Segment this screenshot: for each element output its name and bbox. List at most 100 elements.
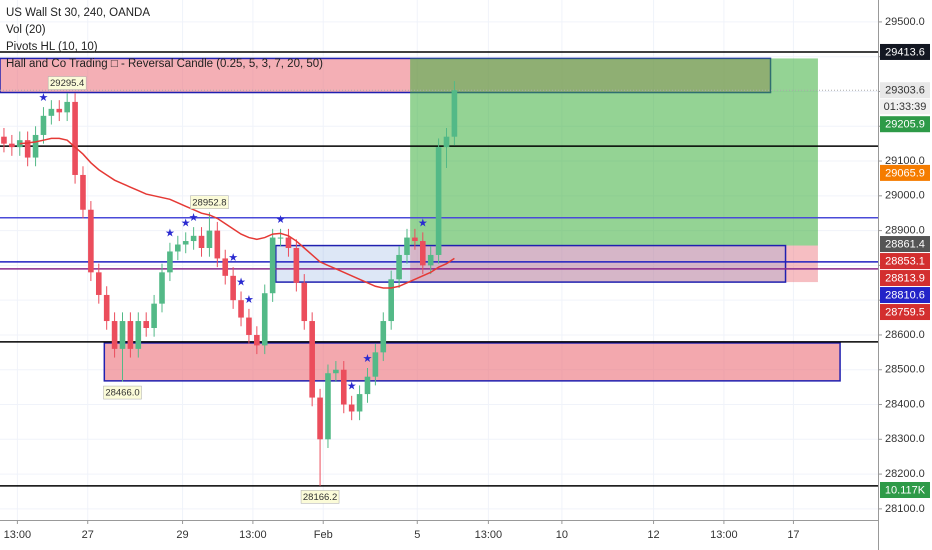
price-label-box — [880, 116, 930, 133]
x-tick-label: 27 — [82, 529, 94, 541]
y-tick-label: 28300.0 — [885, 433, 925, 445]
x-tick-label: 12 — [647, 529, 659, 541]
candle-body — [293, 248, 300, 283]
volume-label: 10.117K — [885, 484, 926, 496]
axes: 28100.0 28200.0 28300.0 28400.0 28500.0 28600… — [4, 16, 930, 541]
candle-body — [404, 237, 410, 255]
price-label-box — [880, 82, 930, 99]
candle-body — [95, 272, 102, 295]
chart-title: US Wall St 30, 240, OANDA — [6, 7, 150, 19]
pivot-box — [103, 385, 142, 400]
indicator-label: Vol (20) — [6, 24, 46, 36]
zone — [275, 244, 787, 283]
candle-body — [80, 174, 86, 210]
candle-body — [333, 369, 339, 374]
signal-star: ★ — [181, 217, 191, 229]
candle-body — [435, 147, 442, 255]
price-label-box — [880, 236, 930, 253]
candle-body — [151, 303, 157, 328]
candle-body — [159, 272, 165, 304]
candle-body — [143, 321, 150, 328]
signal-star: ★ — [189, 212, 199, 224]
x-tick-label: Feb — [314, 529, 333, 541]
candle-body — [356, 394, 363, 412]
candle-body — [261, 293, 268, 346]
candle-body — [372, 352, 379, 377]
y-tick-label: 28400.0 — [885, 398, 925, 410]
y-tick-label: 28600.0 — [885, 329, 925, 341]
candle-body — [325, 373, 331, 440]
signal-star: ★ — [244, 294, 254, 306]
zone — [410, 245, 818, 283]
candle-body — [317, 397, 323, 440]
x-tick-label: 17 — [787, 529, 799, 541]
candle-body — [451, 90, 458, 137]
price-label-box — [880, 287, 930, 304]
price-label-box — [880, 164, 930, 181]
x-tick-label: 29 — [176, 529, 188, 541]
y-tick-label: 28900.0 — [885, 225, 925, 237]
candle-body — [40, 115, 47, 135]
candle-body — [182, 241, 189, 245]
candle-body — [135, 321, 142, 349]
candle-body — [9, 143, 15, 148]
candle-body — [48, 108, 55, 116]
volume-label-box — [880, 482, 930, 498]
signal-star: ★ — [228, 252, 238, 264]
y-tick-label: 29000.0 — [885, 190, 925, 202]
price-label-box — [880, 270, 930, 287]
y-tick-label: 29500.0 — [885, 16, 925, 28]
signal-star: ★ — [165, 228, 175, 240]
price-label: 28810.6 — [885, 289, 925, 301]
y-tick-label: 29100.0 — [885, 155, 925, 167]
pivot-label: 28166.2 — [303, 492, 337, 503]
candle-body — [388, 279, 394, 322]
x-tick-label: 13:00 — [4, 529, 32, 541]
candle-body — [419, 241, 426, 266]
zone — [103, 342, 841, 382]
y-tick-label: 28500.0 — [885, 364, 925, 376]
candle-body — [127, 321, 134, 349]
price-label: 29413.6 — [885, 46, 925, 58]
candle-body — [269, 237, 276, 294]
candle-body — [111, 321, 118, 349]
candle-body — [443, 136, 450, 148]
candle-body — [254, 334, 260, 346]
pivot-label: 28952.8 — [192, 197, 226, 208]
pivot-box — [300, 490, 340, 504]
candle-body — [238, 300, 244, 318]
candle-body — [427, 254, 434, 266]
candle-body — [1, 136, 7, 144]
candle-body — [364, 376, 371, 395]
candle-body — [214, 230, 221, 259]
candle-body — [230, 275, 236, 301]
y-tick-label: 28100.0 — [885, 503, 925, 515]
candle-body — [380, 321, 387, 353]
candle-body — [348, 404, 355, 412]
candle-body — [246, 317, 252, 335]
price-label: 29065.9 — [885, 167, 925, 179]
pivot-box — [190, 195, 229, 209]
candle-body — [32, 134, 39, 158]
candle-body — [285, 237, 292, 248]
signal-star: ★ — [347, 381, 357, 393]
price-label: 28759.5 — [885, 306, 925, 318]
price-label-box — [880, 253, 930, 270]
signal-star: ★ — [276, 214, 286, 226]
pivot-box — [47, 76, 87, 90]
indicator-label: Hall and Co Trading □ - Reversal Candle … — [6, 58, 323, 70]
pivot-label: 29295.4 — [50, 78, 84, 89]
x-tick-label: 13:00 — [475, 529, 503, 541]
candle-body — [167, 251, 173, 273]
pivot-label: 28466.0 — [105, 388, 139, 399]
candle-body — [206, 230, 213, 248]
candle-body — [175, 244, 181, 252]
y-tick-label: 28200.0 — [885, 468, 925, 480]
candle-body — [222, 258, 229, 276]
signal-star: ★ — [363, 353, 373, 365]
price-label: 28853.1 — [885, 255, 925, 267]
candle-body — [56, 108, 63, 113]
candle-body — [277, 237, 284, 239]
